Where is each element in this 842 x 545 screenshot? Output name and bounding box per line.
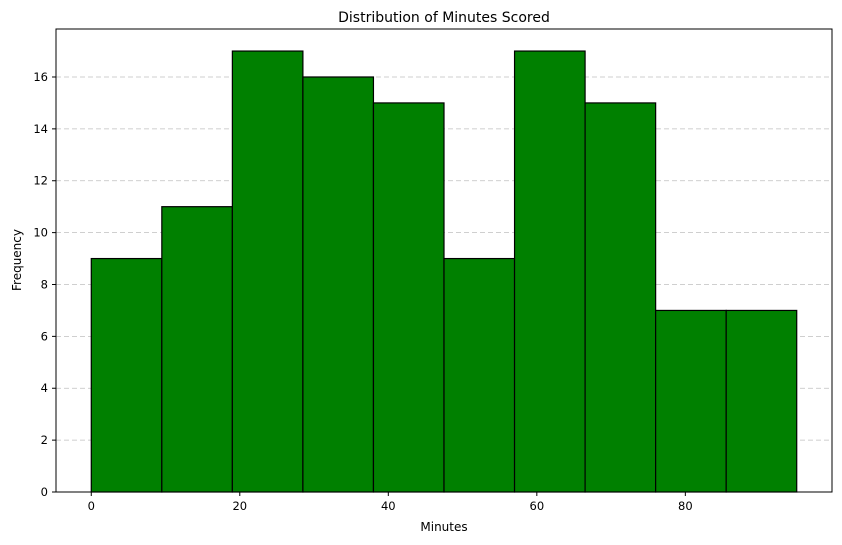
bar-5 [443,257,516,493]
plot-frame [55,28,833,493]
x-tick-label-40: 40 [381,499,396,513]
bar-1 [161,206,233,493]
y-tick-label-6: 6 [41,329,48,343]
bar-6 [513,50,586,493]
chart-title: Distribution of Minutes Scored [338,10,550,26]
bar-4 [372,102,445,493]
bar-9 [725,309,798,493]
x-tick-label-60: 60 [530,499,545,513]
y-tick-label-4: 4 [41,381,48,395]
y-tick-label-2: 2 [41,433,48,447]
bar-2 [231,50,304,493]
bars [90,50,798,493]
y-tick-label-0: 0 [41,485,48,499]
bar-8 [655,309,727,493]
x-axis-label: Minutes [420,520,467,534]
y-tick-label-8: 8 [41,277,48,291]
bar-7 [584,102,657,493]
y-axis-label: Frequency [10,229,24,291]
y-tick-label-16: 16 [33,70,48,84]
bar-0 [90,257,163,493]
x-tick-label-20: 20 [232,499,247,513]
x-axis-ticks: 0 20 40 60 80 [88,492,693,513]
bar-3 [302,76,375,493]
y-axis-ticks: 0 2 4 6 8 10 12 14 16 [33,70,56,499]
y-tick-label-10: 10 [33,226,48,240]
x-tick-label-0: 0 [88,499,95,513]
x-tick-label-80: 80 [678,499,693,513]
y-tick-label-14: 14 [33,122,48,136]
y-tick-label-12: 12 [33,174,48,188]
